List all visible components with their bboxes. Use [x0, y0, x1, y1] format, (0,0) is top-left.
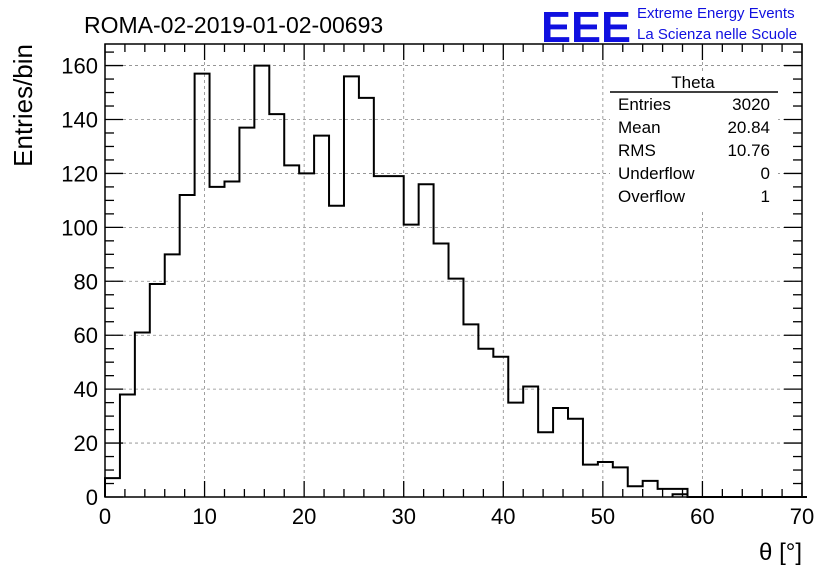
- y-tick-label: 100: [61, 215, 98, 240]
- stats-value-underflow: 0: [761, 164, 770, 183]
- y-tick-label: 60: [74, 323, 98, 348]
- histogram-bin: [284, 165, 299, 497]
- eee-logo-line2: La Scienza nelle Scuole: [637, 26, 797, 43]
- histogram-bin: [613, 467, 628, 497]
- eee-logo-line1: Extreme Energy Events: [637, 5, 795, 22]
- x-tick-label: 40: [491, 504, 515, 529]
- histogram-bin: [359, 98, 374, 497]
- histogram-bin: [508, 403, 523, 497]
- histogram-bin: [135, 333, 150, 497]
- histogram-bin: [463, 324, 478, 497]
- stats-label-underflow: Underflow: [618, 164, 695, 183]
- y-axis-label: Entries/bin: [8, 44, 38, 167]
- y-tick-label: 0: [86, 485, 98, 510]
- y-tick-label: 120: [61, 161, 98, 186]
- x-tick-label: 50: [591, 504, 615, 529]
- histogram-bin: [673, 489, 688, 497]
- stats-box: Theta Entries 3020 Mean 20.84 RMS 10.76 …: [610, 72, 778, 212]
- histogram-bin: [404, 225, 419, 497]
- x-tick-label: 70: [790, 504, 814, 529]
- plot-border: [104, 43, 803, 498]
- histogram-bin: [150, 284, 165, 497]
- stats-value-overflow: 1: [761, 187, 770, 206]
- histogram-bin: [195, 74, 210, 497]
- x-tick-label: 60: [690, 504, 714, 529]
- x-tick-label: 10: [192, 504, 216, 529]
- x-tick-label: 20: [292, 504, 316, 529]
- histogram-bin: [224, 182, 239, 497]
- stats-value-mean: 20.84: [727, 118, 770, 137]
- histogram-bin: [329, 206, 344, 497]
- x-axis-label: θ [°]: [759, 539, 802, 566]
- eee-logo-letters: EEE: [541, 3, 631, 52]
- histogram-bin: [374, 176, 389, 497]
- histogram-bin: [583, 465, 598, 497]
- histogram-bin: [449, 279, 464, 497]
- stats-value-entries: 3020: [732, 95, 770, 114]
- x-tick-label: 30: [391, 504, 415, 529]
- plot-frame: [104, 43, 803, 498]
- y-tick-label: 20: [74, 431, 98, 456]
- histogram-bin: [553, 408, 568, 497]
- stats-box-title: Theta: [671, 73, 715, 92]
- y-tick-label: 40: [74, 377, 98, 402]
- histogram-bin: [105, 478, 120, 497]
- chart-title: ROMA-02-2019-01-02-00693: [84, 12, 383, 38]
- y-tick-label: 160: [61, 54, 98, 79]
- stats-value-rms: 10.76: [727, 141, 770, 160]
- histogram-bin: [598, 462, 613, 497]
- histogram-bin: [344, 76, 359, 497]
- histogram-bin: [628, 486, 643, 497]
- histogram-bin: [671, 493, 689, 497]
- stats-label-overflow: Overflow: [618, 187, 686, 206]
- stats-label-rms: RMS: [618, 141, 656, 160]
- x-tick-label: 0: [99, 504, 111, 529]
- histogram-outline: [104, 64, 807, 498]
- eee-logo: EEE Extreme Energy Events La Scienza nel…: [541, 3, 797, 52]
- histogram-bin: [120, 395, 135, 497]
- histogram-bin: [658, 489, 673, 497]
- histogram-bin: [239, 128, 254, 497]
- stats-label-entries: Entries: [618, 95, 671, 114]
- histogram-bin: [568, 419, 583, 497]
- grid-lines: [105, 44, 802, 497]
- histogram-bin: [269, 114, 284, 497]
- histogram-bin: [389, 176, 404, 497]
- histogram-bin: [478, 349, 493, 497]
- histogram-bin: [493, 357, 508, 497]
- histogram-bin: [538, 432, 553, 497]
- histogram-bin: [210, 187, 225, 497]
- histogram-bin: [523, 386, 538, 497]
- histogram-bin: [643, 481, 658, 497]
- y-tick-label: 80: [74, 269, 98, 294]
- stats-label-mean: Mean: [618, 118, 661, 137]
- histogram-bin: [180, 195, 195, 497]
- y-tick-label: 140: [61, 108, 98, 133]
- histogram-series: [104, 64, 807, 498]
- histogram-bin: [419, 184, 434, 497]
- histogram-bin: [165, 254, 180, 497]
